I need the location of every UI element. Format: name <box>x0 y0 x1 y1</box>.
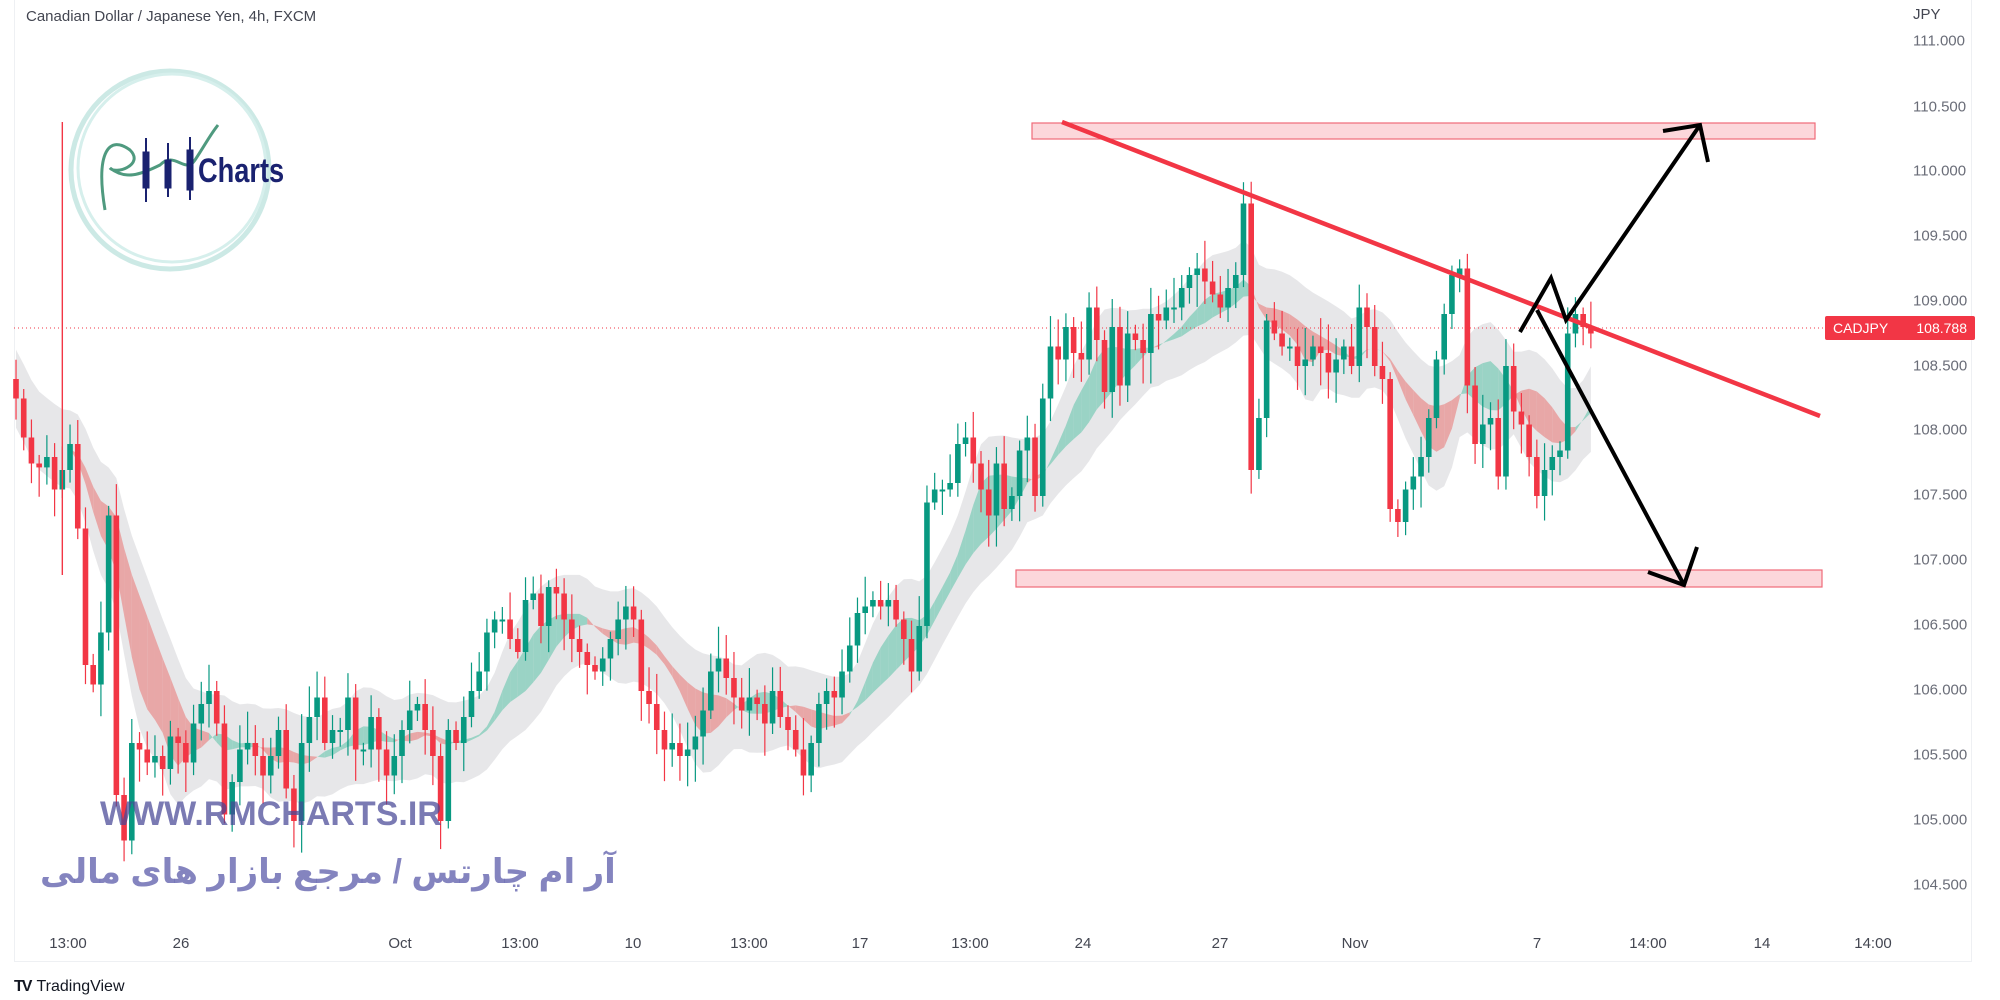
price-tick: 105.000 <box>1913 811 1968 829</box>
price-tick: 111.000 <box>1913 32 1965 50</box>
time-tick: 13:00 <box>501 935 539 952</box>
support-resistance-zones[interactable] <box>1015 122 1823 588</box>
logo-text: Charts <box>198 152 285 190</box>
chart-pane[interactable] <box>14 0 1972 962</box>
price-tick: 109.000 <box>1913 292 1968 310</box>
current-price-badge: CADJPY 108.788 <box>1825 316 1975 340</box>
price-tick: 106.000 <box>1913 681 1968 699</box>
support-zone[interactable] <box>1015 569 1823 588</box>
time-tick: 24 <box>1074 935 1092 952</box>
time-tick: 13:00 <box>730 935 768 952</box>
time-tick: 17 <box>851 935 869 952</box>
watermark-url: WWW.RMCHARTS.IR <box>100 795 442 833</box>
chart-drawings[interactable] <box>1061 119 1821 588</box>
arrow-up-head-icon[interactable] <box>1662 122 1710 163</box>
chart-title: Canadian Dollar / Japanese Yen, 4h, FXCM <box>26 8 317 25</box>
resistance-zone[interactable] <box>1031 122 1816 140</box>
tradingview-label: TradingView <box>36 978 125 995</box>
time-tick: Nov <box>1341 935 1369 952</box>
time-tick: 14:00 <box>1629 935 1667 952</box>
price-value: 108.788 <box>1916 320 1967 336</box>
price-tick: 108.500 <box>1913 357 1968 375</box>
watermark-persian: آر ام چارتس / مرجع بازار های مالی <box>40 853 616 891</box>
price-tick: 104.500 <box>1913 876 1968 894</box>
descending-trendline[interactable] <box>1061 119 1821 419</box>
time-tick: 13:00 <box>49 935 87 952</box>
bearish-scenario-arrow[interactable] <box>1535 309 1686 586</box>
bullish-scenario-arrow[interactable] <box>1518 123 1702 333</box>
price-tick: 110.500 <box>1913 98 1967 116</box>
price-tick: 109.500 <box>1913 227 1968 245</box>
time-tick: 26 <box>172 935 190 952</box>
tradingview-logo[interactable]: TV TradingView <box>14 978 125 996</box>
candlestick-series <box>13 122 1594 862</box>
time-tick: 10 <box>624 935 642 952</box>
price-tick: 107.000 <box>1913 551 1968 569</box>
price-tick: 107.500 <box>1913 486 1968 504</box>
time-tick: 7 <box>1532 935 1542 952</box>
price-tick: 106.500 <box>1913 616 1968 634</box>
time-tick: 27 <box>1211 935 1229 952</box>
price-tick: 105.500 <box>1913 746 1968 764</box>
arrow-down-head-icon[interactable] <box>1647 546 1699 588</box>
price-tick: 108.000 <box>1913 421 1968 439</box>
rm-charts-logo <box>68 68 272 272</box>
price-tick: 110.000 <box>1913 162 1967 180</box>
symbol-label: CADJPY <box>1833 320 1889 336</box>
time-tick: 13:00 <box>951 935 989 952</box>
time-tick: Oct <box>388 935 412 952</box>
time-tick: 14:00 <box>1854 935 1892 952</box>
tradingview-icon: TV <box>14 978 33 995</box>
currency-label: JPY <box>1913 6 1941 23</box>
time-tick: 14 <box>1753 935 1771 952</box>
